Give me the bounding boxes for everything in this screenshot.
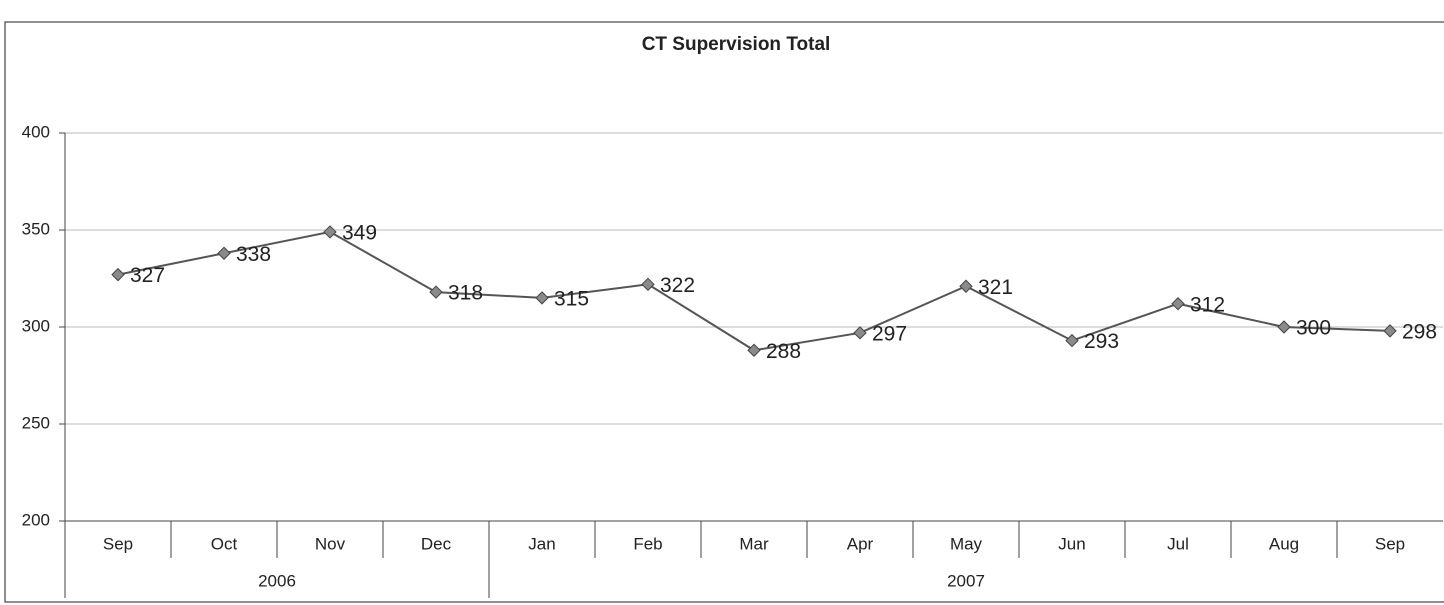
data-label: 300 bbox=[1296, 317, 1331, 340]
point-marker bbox=[323, 225, 337, 239]
x-tick-label: Jul bbox=[1167, 534, 1189, 553]
y-tick-label: 350 bbox=[22, 219, 50, 238]
chart-frame bbox=[4, 21, 1444, 603]
point-marker bbox=[217, 246, 231, 260]
x-tick-label: Nov bbox=[315, 534, 346, 553]
data-label: 318 bbox=[448, 282, 483, 305]
y-tick-label: 200 bbox=[22, 510, 50, 529]
y-tick-label: 300 bbox=[22, 316, 50, 335]
group-label: 2007 bbox=[947, 571, 985, 590]
y-tick-label: 250 bbox=[22, 413, 50, 432]
data-label: 327 bbox=[130, 264, 165, 287]
point-marker bbox=[1277, 320, 1291, 334]
point-marker bbox=[1171, 297, 1185, 311]
x-tick-label: Feb bbox=[633, 534, 662, 553]
data-label: 321 bbox=[978, 276, 1013, 299]
x-tick-label: May bbox=[950, 534, 983, 553]
point-marker bbox=[1065, 333, 1079, 348]
point-marker bbox=[429, 285, 443, 299]
point-marker bbox=[641, 277, 655, 292]
data-label: 298 bbox=[1402, 320, 1437, 343]
y-tick-label: 400 bbox=[22, 122, 50, 141]
x-tick-label: Aug bbox=[1269, 534, 1299, 553]
data-label: 288 bbox=[766, 340, 801, 363]
data-label: 297 bbox=[872, 322, 907, 345]
point-marker bbox=[853, 326, 867, 340]
point-marker bbox=[1383, 324, 1397, 338]
point-marker bbox=[959, 279, 973, 293]
point-marker bbox=[535, 291, 549, 305]
group-label: 2006 bbox=[258, 571, 296, 590]
point-marker bbox=[747, 343, 761, 357]
chart-title: CT Supervision Total bbox=[642, 34, 831, 55]
data-label: 293 bbox=[1084, 330, 1119, 353]
x-tick-label: Jun bbox=[1058, 534, 1085, 553]
x-tick-label: Sep bbox=[103, 534, 133, 553]
point-marker bbox=[111, 267, 125, 282]
data-label: 312 bbox=[1190, 293, 1225, 316]
data-label: 349 bbox=[342, 221, 377, 244]
series-line bbox=[117, 230, 1391, 352]
data-label: 315 bbox=[554, 287, 589, 310]
data-label: 322 bbox=[660, 274, 695, 297]
data-label: 338 bbox=[236, 243, 271, 266]
x-tick-label: Sep bbox=[1375, 534, 1405, 553]
x-tick-label: Oct bbox=[211, 534, 238, 553]
x-tick-label: Dec bbox=[421, 534, 452, 553]
x-tick-label: Mar bbox=[739, 534, 769, 553]
x-tick-label: Jan bbox=[528, 534, 555, 553]
x-tick-label: Apr bbox=[847, 534, 874, 553]
